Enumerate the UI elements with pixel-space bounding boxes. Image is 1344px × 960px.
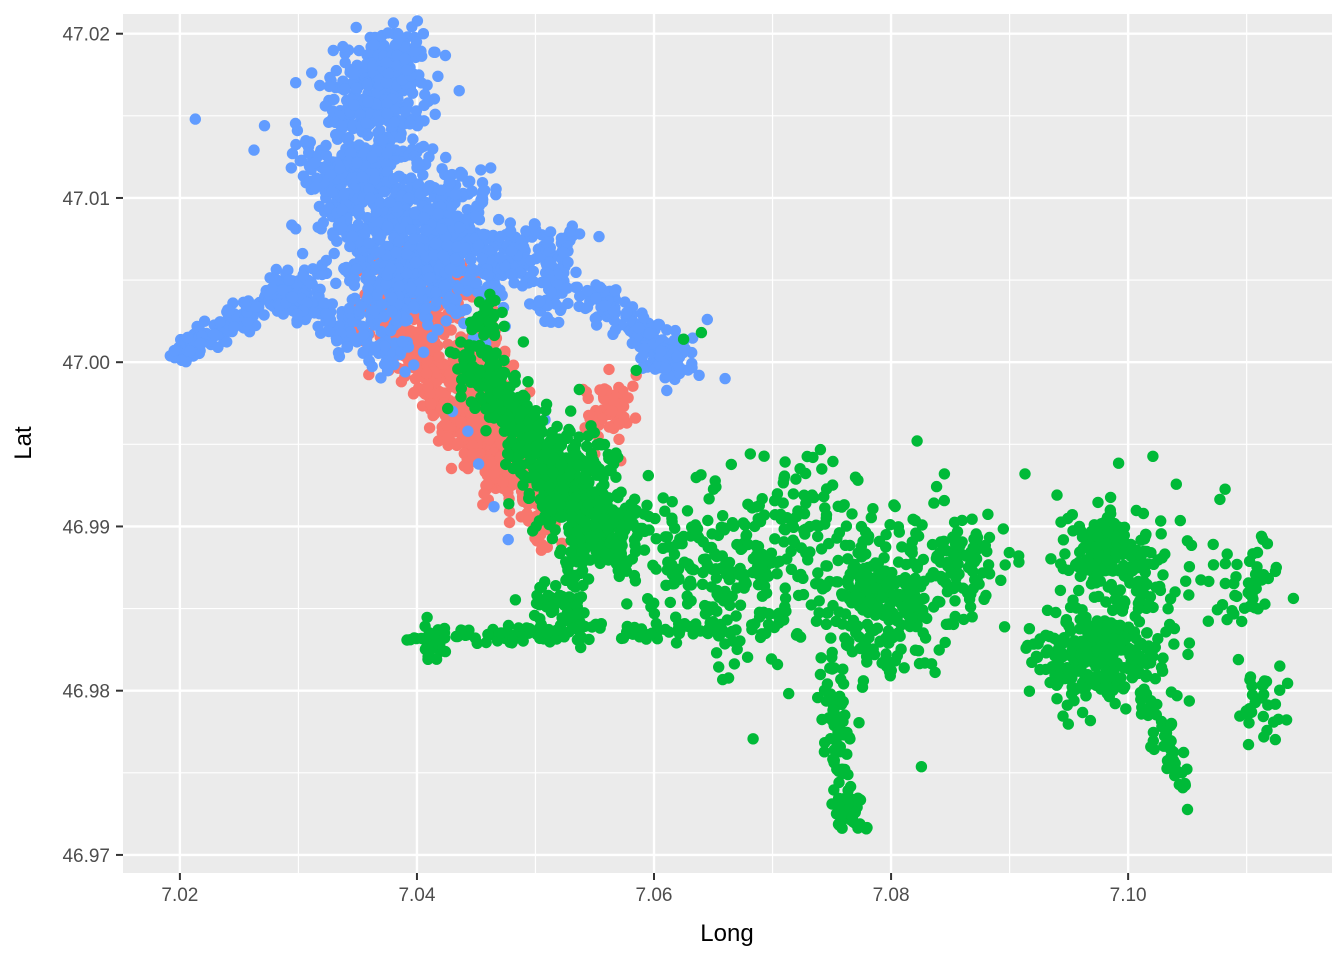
y-tick-label-46.98: 46.98: [62, 682, 110, 703]
x-tick-label-7.02: 7.02: [161, 885, 198, 906]
x-tick-label-7.04: 7.04: [398, 885, 435, 906]
axis-tick-marks: [116, 32, 1130, 880]
y-tick-label-46.97: 46.97: [62, 846, 110, 867]
y-tick-label-47.01: 47.01: [62, 189, 110, 210]
x-tick-label-7.10: 7.10: [1110, 885, 1147, 906]
x-tick-label-7.08: 7.08: [873, 885, 910, 906]
x-axis-title: Long: [700, 920, 753, 947]
grid-major-lines: [123, 14, 1332, 873]
y-tick-label-47.02: 47.02: [62, 25, 110, 46]
data-points-layer: [164, 15, 1300, 835]
cluster-green-points: [401, 288, 1300, 835]
y-tick-label-46.99: 46.99: [62, 517, 110, 538]
cluster-blue-points: [164, 15, 731, 546]
y-axis-title: Lat: [10, 426, 37, 460]
x-tick-label-7.06: 7.06: [636, 885, 673, 906]
y-axis-tick-labels: 46.97 46.98 46.99 47.00 47.01 47.02: [62, 25, 110, 867]
y-tick-label-47.00: 47.00: [62, 353, 110, 374]
x-axis-tick-labels: 7.02 7.04 7.06 7.08 7.10: [161, 885, 1146, 906]
